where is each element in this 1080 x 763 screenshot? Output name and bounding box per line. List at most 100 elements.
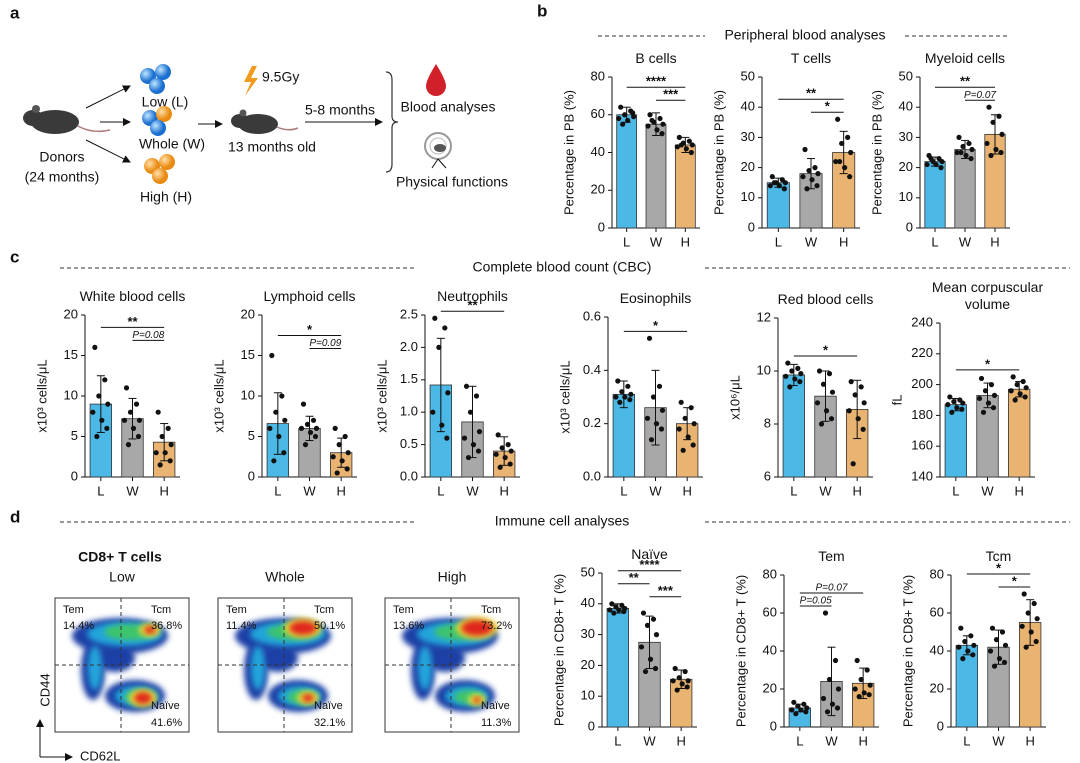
x-tick-label: W: [650, 234, 663, 249]
gate-value: 50.1%: [314, 620, 345, 632]
y-tick-label: 20: [591, 182, 605, 197]
data-point: [507, 461, 513, 467]
data-point: [793, 711, 799, 717]
gate-label: Tcm: [481, 604, 501, 616]
data-point: [1014, 382, 1020, 388]
y-tick-label: 0.2: [583, 415, 601, 430]
y-tick-label: 0.0: [400, 468, 418, 483]
data-point: [956, 134, 962, 140]
data-point: [839, 140, 845, 147]
data-point: [938, 165, 944, 171]
data-point: [345, 450, 351, 456]
gate-label: Tem: [393, 604, 414, 616]
dose-label: 9.5Gy: [262, 69, 299, 85]
data-point: [991, 663, 998, 669]
data-point: [476, 429, 483, 435]
data-point: [987, 648, 994, 654]
data-point: [650, 616, 657, 622]
x-tick-label: H: [990, 234, 999, 249]
data-point: [815, 171, 821, 177]
y-tick-label: 0: [906, 219, 913, 234]
y-tick-label: 10: [581, 688, 595, 703]
data-point: [837, 158, 843, 165]
gate-value: 41.6%: [151, 717, 182, 729]
significance-label: P=0.05: [800, 596, 832, 607]
data-point: [1034, 616, 1040, 622]
significance-label: *: [825, 99, 831, 114]
significance-label: P=0.07: [964, 90, 996, 101]
data-point: [1031, 600, 1037, 607]
x-tick-label: L: [437, 483, 444, 498]
density: [251, 646, 265, 690]
data-point: [310, 417, 317, 423]
chart-title: Tem: [818, 548, 845, 564]
significance-label: *: [653, 318, 659, 333]
data-point: [436, 344, 442, 350]
data-point: [430, 409, 436, 415]
flow-plot-title: Whole: [265, 569, 305, 585]
data-point: [497, 464, 503, 470]
y-tick-label: 80: [763, 566, 777, 581]
significance-label: **: [629, 570, 640, 585]
chart-title-box: Tem: [818, 548, 845, 564]
data-point: [644, 415, 651, 421]
data-point: [650, 394, 657, 400]
data-point: [467, 409, 474, 415]
data-point: [304, 421, 311, 427]
data-point: [980, 409, 987, 415]
data-point: [619, 389, 625, 395]
flow-x-axis: CD62L: [80, 748, 120, 763]
data-point: [690, 442, 696, 448]
density-plot: [72, 618, 168, 712]
significance-label: P=0.08: [132, 330, 164, 341]
y-tick-label: 0.0: [583, 468, 601, 483]
data-point: [339, 458, 345, 464]
data-point: [682, 668, 688, 675]
donor-mouse: [23, 105, 111, 134]
data-point: [858, 676, 864, 683]
data-point: [439, 422, 445, 428]
data-point: [607, 607, 613, 613]
gate-label: Naïve: [151, 700, 180, 712]
data-point: [776, 183, 782, 189]
data-point: [691, 421, 697, 427]
data-point: [654, 127, 660, 133]
data-point: [803, 709, 809, 715]
gate-value: 13.6%: [393, 620, 424, 632]
data-point: [644, 622, 651, 628]
y-tick-label: 6: [764, 468, 771, 483]
data-point: [647, 112, 653, 118]
data-point: [971, 642, 977, 648]
data-point: [104, 425, 110, 431]
section-heading: Peripheral blood analyses: [724, 27, 885, 43]
data-point: [269, 352, 275, 359]
y-tick-label: 80: [930, 566, 944, 581]
data-point: [958, 625, 964, 631]
data-point: [993, 146, 999, 153]
data-point: [800, 174, 806, 180]
data-point: [630, 110, 636, 116]
data-point: [689, 142, 695, 148]
y-tick-label: 50: [899, 68, 913, 83]
data-point: [928, 155, 934, 162]
x-tick-label: L: [790, 483, 797, 498]
data-point: [771, 180, 777, 186]
data-point: [625, 117, 631, 124]
flow-plot-title: High: [438, 569, 467, 585]
significance-label: *: [307, 322, 313, 337]
data-point: [685, 678, 691, 684]
data-point: [988, 152, 994, 159]
panel-label: a: [10, 3, 20, 22]
recipient-mouse: [231, 109, 299, 134]
y-axis-label: Percentage in PB (%): [869, 90, 884, 215]
data-point: [94, 433, 100, 440]
data-point: [804, 186, 810, 192]
x-tick-label: H: [336, 483, 345, 498]
data-point: [648, 437, 655, 443]
x-tick-label: W: [303, 483, 316, 498]
chart-title: Red blood cells: [777, 291, 874, 307]
y-tick-label: 30: [899, 129, 913, 144]
data-point: [960, 400, 966, 406]
density: [144, 626, 156, 634]
data-point: [684, 684, 690, 690]
